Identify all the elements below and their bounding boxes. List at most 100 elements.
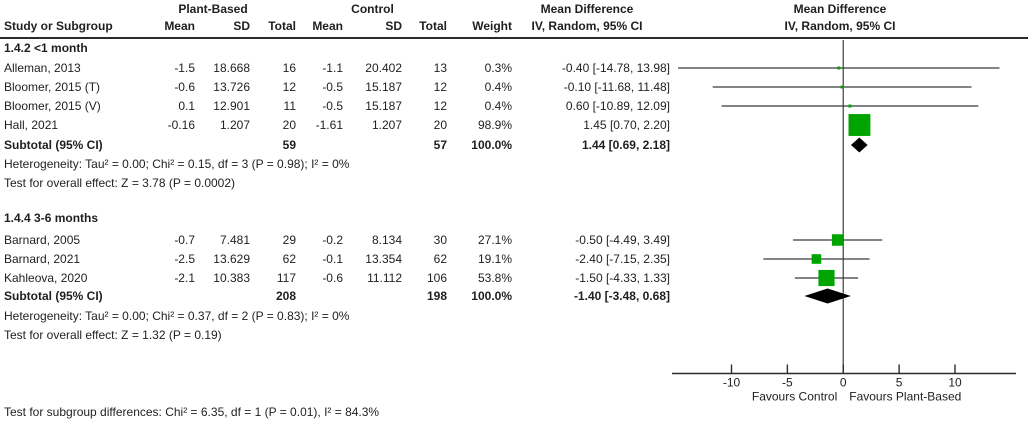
md-ci: 1.45 [0.70, 2.20] [583, 118, 670, 132]
control-sd: 20.402 [365, 61, 402, 75]
plant-total: 11 [283, 99, 296, 113]
subtotal-plant-total: 208 [275, 289, 296, 303]
study-name: Barnard, 2005 [4, 233, 81, 247]
subtotal-diamond [850, 137, 868, 153]
subtotal-plant-total: 59 [282, 138, 296, 152]
control-sd: 1.207 [371, 118, 402, 132]
plot-column-header-line1: Mean Difference [793, 2, 887, 16]
control-total-header: Total [419, 19, 447, 33]
subgroup-differences-note: Test for subgroup differences: Chi² = 6.… [4, 405, 380, 419]
study-name: Hall, 2021 [4, 118, 59, 132]
plant-mean: -0.6 [174, 80, 195, 94]
heterogeneity-note: Heterogeneity: Tau² = 0.00; Chi² = 0.37,… [4, 309, 350, 323]
control-sd-header: SD [385, 19, 402, 33]
favours-right-label: Favours Plant-Based [849, 390, 961, 404]
md-column-header-line1: Mean Difference [540, 2, 634, 16]
study-name: Kahleova, 2020 [4, 271, 88, 285]
control-mean: -1.1 [322, 61, 343, 75]
md-ci: -0.10 [-11.68, 11.48] [563, 80, 670, 94]
plant-total: 20 [282, 118, 296, 132]
control-mean: -0.6 [322, 271, 343, 285]
heterogeneity-note: Heterogeneity: Tau² = 0.00; Chi² = 0.15,… [4, 157, 350, 171]
header-separator-line [0, 37, 1028, 39]
control-total: 106 [426, 271, 447, 285]
study-name: Barnard, 2021 [4, 252, 81, 266]
weight-header: Weight [472, 19, 512, 33]
control-total: 62 [433, 252, 447, 266]
subgroup-label: 1.4.4 3-6 months [4, 211, 99, 225]
control-mean: -0.5 [322, 99, 343, 113]
control-total: 20 [433, 118, 447, 132]
subtotal-weight: 100.0% [471, 138, 512, 152]
weight: 0.4% [484, 80, 512, 94]
subtotal-control-total: 198 [426, 289, 447, 303]
weight: 98.9% [477, 118, 512, 132]
effect-square [840, 85, 844, 89]
plant-mean: -0.16 [167, 118, 195, 132]
plant-total: 29 [282, 233, 296, 247]
plant-total: 12 [282, 80, 296, 94]
control-sd: 15.187 [365, 99, 402, 113]
overall-effect-note: Test for overall effect: Z = 1.32 (P = 0… [4, 328, 222, 342]
effect-square [811, 254, 822, 264]
plant-sd: 7.481 [219, 233, 250, 247]
plant-mean: -2.1 [174, 271, 195, 285]
plant-total: 117 [276, 271, 296, 285]
subtotal-md-ci: -1.40 [-3.48, 0.68] [573, 289, 670, 303]
plant-mean: 0.1 [178, 99, 195, 113]
effect-square [818, 269, 835, 287]
plant-mean: -2.5 [174, 252, 195, 266]
weight: 19.1% [477, 252, 512, 266]
plant-sd: 13.629 [213, 252, 250, 266]
md-ci: -0.50 [-4.49, 3.49] [575, 233, 670, 247]
axis-tick-label: 10 [948, 376, 962, 390]
control-mean: -0.2 [322, 233, 343, 247]
plant-sd: 1.207 [219, 118, 250, 132]
subtotal-control-total: 57 [433, 138, 447, 152]
md-ci: -1.50 [-4.33, 1.33] [575, 271, 670, 285]
plant-sd: 18.668 [213, 61, 250, 75]
control-total: 30 [433, 233, 447, 247]
control-mean-header: Mean [312, 19, 343, 33]
plant-sd: 12.901 [213, 99, 250, 113]
md-column-header-line2: IV, Random, 95% CI [531, 19, 643, 33]
control-sd: 15.187 [365, 80, 402, 94]
axis-tick-label: 0 [840, 376, 847, 390]
axis-tick-label: -5 [782, 376, 793, 390]
plant-sd-header: SD [233, 19, 250, 33]
plant-mean: -1.5 [174, 61, 195, 75]
subtotal-label: Subtotal (95% CI) [4, 138, 103, 152]
plant-sd: 10.383 [213, 271, 250, 285]
control-sd: 13.354 [365, 252, 402, 266]
overall-effect-note: Test for overall effect: Z = 3.78 (P = 0… [4, 176, 236, 190]
plant-mean-header: Mean [164, 19, 195, 33]
effect-square [837, 66, 841, 70]
md-ci: 0.60 [-10.89, 12.09] [565, 99, 670, 113]
subgroup-label: 1.4.2 <1 month [4, 41, 88, 55]
plant-total-header: Total [268, 19, 296, 33]
effect-square [848, 104, 852, 108]
control-mean: -0.1 [322, 252, 343, 266]
md-ci: -2.40 [-7.15, 2.35] [575, 252, 670, 266]
axis-tick-label: -10 [723, 376, 741, 390]
study-name: Bloomer, 2015 (V) [4, 99, 101, 113]
control-mean: -0.5 [322, 80, 343, 94]
effect-square [831, 234, 844, 246]
control-sd: 11.112 [367, 271, 402, 285]
control-total: 12 [433, 80, 447, 94]
plant-sd: 13.726 [213, 80, 250, 94]
subtotal-diamond [804, 288, 851, 304]
effect-square [848, 114, 871, 136]
control-sd: 8.134 [371, 233, 402, 247]
plot-column-header-line2: IV, Random, 95% CI [784, 19, 896, 33]
subtotal-md-ci: 1.44 [0.69, 2.18] [581, 138, 670, 152]
study-column-header: Study or Subgroup [4, 19, 113, 33]
group2-header: Control [351, 2, 394, 16]
control-total: 13 [433, 61, 447, 75]
md-ci: -0.40 [-14.78, 13.98] [561, 61, 670, 75]
weight: 0.4% [484, 99, 512, 113]
control-total: 12 [433, 99, 447, 113]
plant-mean: -0.7 [174, 233, 195, 247]
